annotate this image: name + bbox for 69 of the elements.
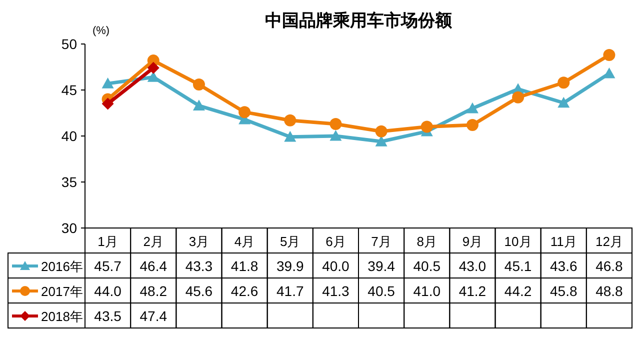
point: [238, 106, 251, 118]
point: [558, 96, 570, 108]
point: [330, 118, 342, 130]
point: [192, 100, 205, 110]
legend-label: 2016年: [41, 259, 83, 274]
data-label: 41.8: [230, 258, 258, 274]
data-label: 46.4: [140, 258, 168, 274]
chart-title: 中国品牌乘用车市场份额: [265, 11, 453, 30]
data-label: 43.6: [550, 258, 578, 274]
data-label: 41.3: [322, 283, 350, 299]
y-tick-label: 50: [61, 36, 78, 52]
data-label: 45.6: [185, 283, 213, 299]
y-tick-label: 40: [61, 128, 78, 144]
y-tick-label: 35: [61, 174, 78, 190]
x-tick-label: 11月: [550, 234, 577, 249]
x-tick-label: 12月: [595, 234, 623, 249]
point: [375, 125, 388, 138]
point: [284, 130, 296, 142]
data-label: 43.5: [94, 308, 122, 324]
data-label: 45.7: [94, 258, 122, 274]
point: [102, 98, 114, 110]
data-label: 41.2: [458, 283, 486, 299]
data-label: 44.0: [94, 283, 122, 299]
point: [512, 91, 524, 104]
x-tick-label: 5月: [280, 234, 300, 249]
legend-label: 2018年: [41, 309, 83, 324]
data-label: 41.7: [276, 283, 304, 299]
data-label: 40.5: [368, 283, 396, 299]
point: [284, 114, 296, 126]
data-label: 42.6: [230, 283, 258, 299]
x-tick-label: 3月: [188, 234, 210, 249]
data-label: 46.8: [596, 258, 624, 274]
data-label: 44.2: [504, 283, 532, 299]
point: [466, 118, 478, 131]
x-tick-label: 8月: [416, 234, 437, 249]
point: [192, 78, 205, 90]
x-tick-label: 1月: [98, 234, 118, 249]
data-label: 45.8: [550, 283, 578, 299]
data-label: 39.4: [368, 258, 396, 274]
point: [330, 130, 342, 141]
data-label: 43.0: [458, 258, 486, 274]
legend-label: 2017年: [41, 284, 83, 299]
point: [466, 102, 478, 114]
data-label: 48.2: [140, 283, 168, 299]
data-label: 41.0: [413, 283, 441, 299]
data-label: 43.3: [185, 258, 213, 274]
y-tick-label: 45: [61, 82, 78, 98]
point: [375, 136, 388, 146]
y-tick-label: 30: [61, 220, 78, 236]
data-label: 47.4: [140, 308, 168, 324]
data-label: 48.8: [596, 283, 624, 299]
data-label: 39.9: [276, 258, 304, 274]
data-label: 45.1: [504, 258, 532, 274]
point: [420, 120, 433, 133]
x-tick-label: 7月: [371, 234, 392, 249]
x-tick-label: 6月: [326, 234, 346, 249]
data-label: 40.5: [413, 258, 441, 274]
point: [603, 49, 616, 62]
x-tick-label: 2月: [143, 234, 164, 249]
x-tick-label: 10月: [504, 234, 532, 249]
point: [603, 67, 616, 78]
x-tick-label: 9月: [462, 234, 483, 249]
data-label: 40.0: [322, 258, 350, 274]
point: [147, 62, 160, 74]
x-tick-label: 4月: [234, 234, 255, 249]
point: [147, 71, 160, 82]
y-axis-title: (%): [92, 25, 110, 37]
point: [102, 78, 114, 88]
point: [558, 76, 570, 89]
